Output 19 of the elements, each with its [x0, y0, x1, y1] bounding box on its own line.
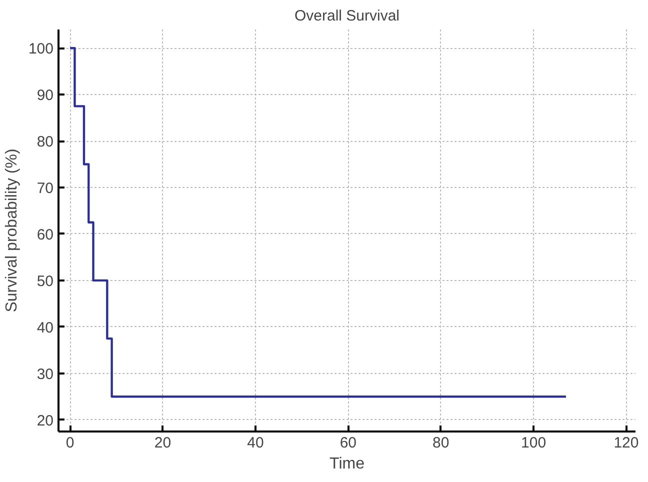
- y-tick-label: 80: [36, 134, 54, 151]
- y-tick-label: 40: [36, 319, 54, 336]
- x-tick-label: 100: [521, 434, 546, 452]
- y-tick-label: 100: [28, 40, 54, 58]
- chart-title: Overall Survival: [294, 8, 400, 24]
- x-tick-label: 40: [247, 434, 264, 452]
- x-tick-label: 0: [66, 434, 74, 452]
- x-axis-title: Time: [330, 456, 365, 472]
- y-tick-label: 50: [36, 272, 54, 290]
- x-tick-label: 80: [432, 434, 450, 452]
- y-tick-label: 30: [36, 366, 54, 383]
- x-tick-label: 120: [614, 434, 639, 452]
- y-tick-label: 20: [36, 412, 54, 430]
- y-axis-title: Survival probability (%): [3, 148, 20, 312]
- y-tick-label: 70: [36, 180, 54, 198]
- x-tick-label: 60: [340, 434, 357, 452]
- x-tick-label: 20: [154, 434, 172, 452]
- y-tick-label: 60: [36, 226, 54, 244]
- y-tick-label: 90: [36, 87, 54, 104]
